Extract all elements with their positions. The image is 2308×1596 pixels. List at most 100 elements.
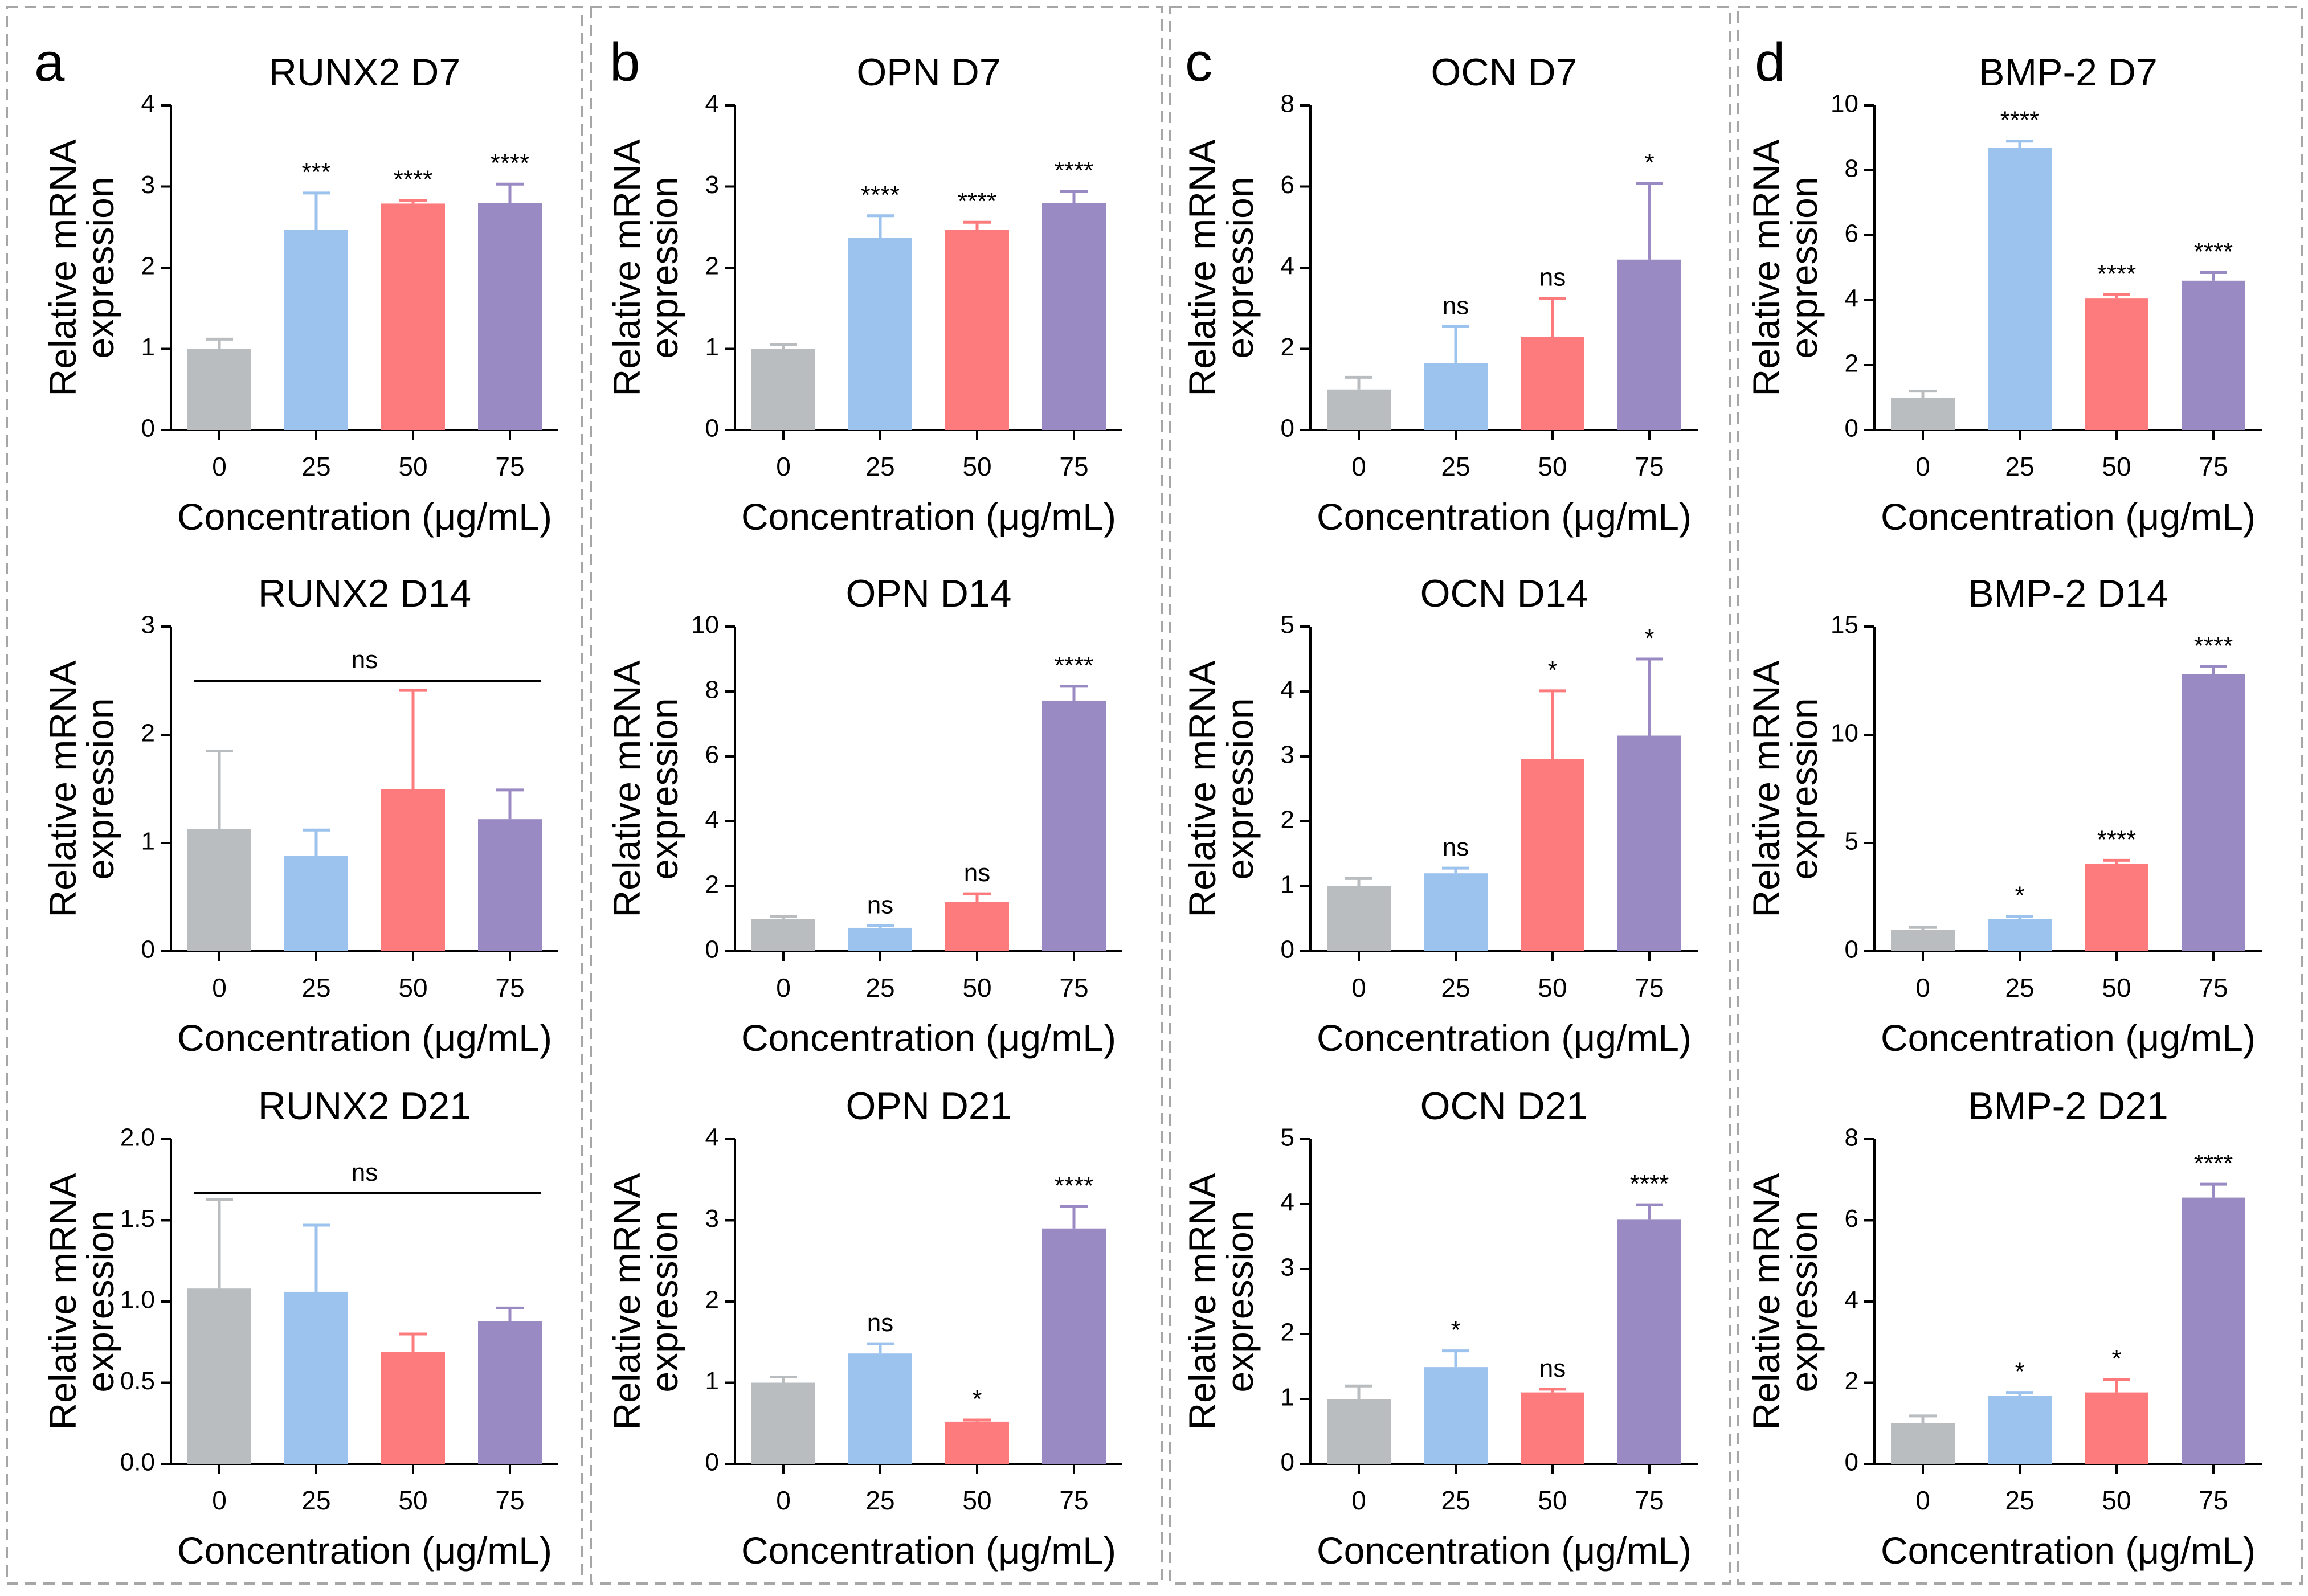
- bar-75: [1617, 259, 1681, 430]
- chart-3: RUNX2 D21 0.0 0.5 1.0 1.5 2.0 Relative mRNAexp…: [42, 1085, 558, 1572]
- y-tick-label: 3: [1281, 1254, 1294, 1282]
- bar-0: [751, 919, 815, 951]
- y-axis-label-line: Relative mRNA: [1745, 660, 1787, 917]
- y-tick-label: 0: [1845, 936, 1858, 964]
- bar-25: [1424, 1367, 1488, 1464]
- y-tick-label: 4: [1845, 285, 1858, 313]
- bar-50: [1521, 1392, 1584, 1464]
- bar-25: [284, 230, 348, 430]
- y-tick-label: 0.0: [120, 1448, 155, 1476]
- chart-4: OPN D7 0 1 2 3 4 Relative mRNAexpression 0 25 ***…: [606, 51, 1122, 538]
- x-tick-label: 0: [1351, 973, 1366, 1002]
- x-tick-label: 50: [962, 973, 991, 1002]
- y-tick-label: 2: [705, 252, 719, 280]
- y-tick-label: 0: [1281, 936, 1294, 964]
- chart-title: RUNX2 D21: [258, 1085, 471, 1128]
- x-tick-label: 75: [1059, 452, 1088, 481]
- bar-0: [1891, 930, 1955, 951]
- y-tick-label: 10: [691, 611, 719, 639]
- significance-label: ****: [1055, 1172, 1094, 1200]
- panel-letter-a: a: [34, 32, 65, 93]
- x-tick-label: 0: [776, 1485, 791, 1515]
- bar-75: [478, 203, 542, 430]
- panel-letter-d: d: [1755, 32, 1785, 93]
- x-tick-label: 25: [865, 973, 894, 1002]
- y-tick-label: 6: [1845, 220, 1858, 248]
- x-axis-label: Concentration (μg/mL): [177, 496, 552, 538]
- y-axis-label-line: expression: [643, 698, 685, 879]
- chart-title: OPN D21: [846, 1085, 1012, 1128]
- bar-50: [381, 203, 445, 430]
- y-tick-label: 0: [1845, 1448, 1858, 1476]
- y-tick-label: 2.0: [120, 1124, 155, 1152]
- bracket-label: ns: [352, 646, 378, 674]
- bar-25: [848, 238, 912, 430]
- y-axis-label-line: expression: [1219, 1210, 1261, 1392]
- significance-label: ****: [1630, 1170, 1669, 1198]
- x-tick-label: 75: [1635, 452, 1664, 481]
- bar-0: [751, 1382, 815, 1464]
- y-axis-label-line: Relative mRNA: [606, 139, 648, 396]
- x-tick-label: 0: [1915, 973, 1930, 1002]
- significance-label: *: [1644, 149, 1654, 177]
- x-tick-label: 50: [2102, 973, 2131, 1002]
- bar-25: [1988, 1396, 2052, 1464]
- x-tick-label: 25: [865, 452, 894, 481]
- y-axis-label-line: Relative mRNA: [1181, 660, 1223, 917]
- y-tick-label: 3: [141, 171, 155, 199]
- y-tick-label: 1.5: [120, 1205, 155, 1233]
- y-axis-label-line: Relative mRNA: [42, 1173, 84, 1430]
- significance-label: ****: [2194, 1149, 2233, 1177]
- y-axis-label-line: expression: [643, 1210, 685, 1392]
- x-tick-label: 0: [1915, 452, 1930, 481]
- panel-letter-c: c: [1185, 32, 1212, 93]
- y-tick-label: 2: [1281, 806, 1294, 834]
- significance-label: ns: [867, 891, 893, 919]
- y-tick-label: 4: [705, 90, 719, 118]
- y-tick-label: 2: [141, 719, 155, 747]
- bar-25: [1424, 873, 1488, 951]
- significance-label: ****: [2194, 238, 2233, 266]
- bar-0: [1891, 398, 1955, 430]
- significance-label: ****: [2000, 107, 2040, 134]
- y-tick-label: 3: [705, 171, 719, 199]
- x-tick-label: 75: [495, 452, 524, 481]
- x-tick-label: 25: [865, 1485, 894, 1515]
- x-tick-label: 50: [398, 1485, 427, 1515]
- y-tick-label: 1: [1281, 871, 1294, 899]
- bar-0: [1891, 1423, 1955, 1464]
- y-axis-label-line: expression: [79, 177, 121, 358]
- x-tick-label: 25: [1441, 973, 1470, 1002]
- y-tick-label: 0: [1845, 415, 1858, 443]
- y-tick-label: 2: [141, 252, 155, 280]
- bar-25: [1988, 919, 2052, 951]
- y-tick-label: 6: [1845, 1205, 1858, 1233]
- x-axis-label: Concentration (μg/mL): [741, 496, 1116, 538]
- significance-label: ns: [1539, 263, 1566, 291]
- y-tick-label: 0: [141, 415, 155, 443]
- y-tick-label: 0: [705, 415, 719, 443]
- y-axis-label-line: Relative mRNA: [1181, 139, 1223, 396]
- x-tick-label: 0: [776, 973, 791, 1002]
- bar-25: [848, 927, 912, 951]
- bar-75: [1042, 700, 1106, 951]
- y-tick-label: 3: [1281, 741, 1294, 769]
- x-tick-label: 25: [2005, 452, 2034, 481]
- significance-label: ns: [1443, 292, 1469, 320]
- x-tick-label: 25: [1441, 1485, 1470, 1515]
- y-tick-label: 3: [141, 611, 155, 639]
- y-axis-label: Relative mRNAexpression: [42, 660, 121, 917]
- y-tick-label: 0: [705, 1448, 719, 1476]
- bar-25: [1424, 363, 1488, 430]
- x-tick-label: 75: [495, 1485, 524, 1515]
- y-tick-label: 5: [1281, 1124, 1294, 1152]
- bar-50: [945, 1421, 1009, 1464]
- y-tick-label: 2: [1281, 333, 1294, 361]
- y-tick-label: 1: [1281, 1384, 1294, 1411]
- y-tick-label: 4: [1281, 676, 1294, 704]
- y-tick-label: 2: [1281, 1319, 1294, 1347]
- x-axis-label: Concentration (μg/mL): [1881, 1017, 2256, 1059]
- bar-75: [478, 819, 542, 951]
- significance-label: ns: [964, 859, 990, 887]
- significance-label: ****: [1055, 652, 1094, 680]
